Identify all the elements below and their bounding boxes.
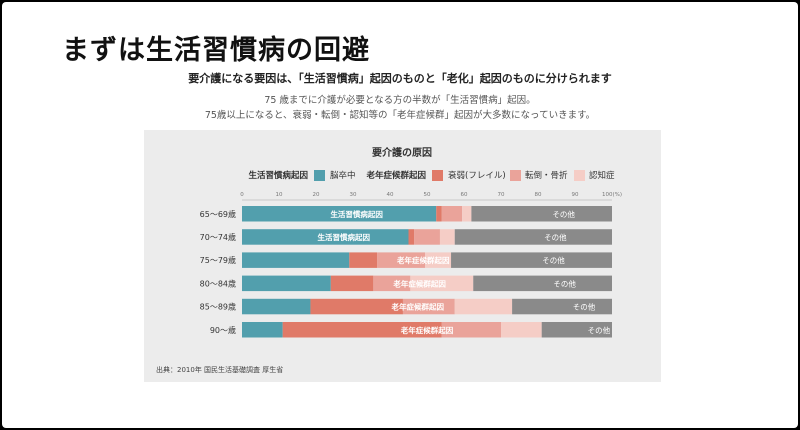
legend-label-stroke: 脳卒中 (330, 170, 356, 181)
note-line-1: 75 歳までに介護が必要となる方の半数が「生活習慣病」起因。 (264, 95, 536, 106)
bar-segment-frailty (330, 275, 374, 292)
x-tick-label: 10 (276, 192, 283, 198)
chart-panel: 要介護の原因 生活習慣病起因 脳卒中 老年症候群起因 衰弱(フレイル) 転倒・骨… (144, 130, 661, 382)
bar-segment-dementia (501, 322, 542, 338)
chart-source: 出典：2010年 国民生活基礎調査 厚生省 (156, 365, 283, 374)
category-label: 70～74歳 (200, 232, 236, 242)
x-tick-label: 70 (498, 192, 505, 198)
bar-segment-other (471, 206, 612, 222)
bar-other-label: その他 (573, 302, 596, 312)
bar-segment-other (454, 229, 612, 245)
bar-segment-fracture (414, 229, 440, 245)
bar-other-label: その他 (542, 255, 565, 265)
bar-other-label: その他 (588, 325, 611, 335)
bar-segment-stroke (242, 275, 331, 292)
x-tick-label: 40 (387, 192, 394, 198)
x-tick-label: 100(%) (602, 192, 622, 198)
bar-segment-fracture (373, 275, 411, 292)
x-tick-label: 50 (424, 192, 431, 198)
chart-svg: 要介護の原因 生活習慣病起因 脳卒中 老年症候群起因 衰弱(フレイル) 転倒・骨… (156, 146, 622, 374)
legend-label-frailty: 衰弱(フレイル) (448, 170, 506, 181)
bar-other-label: その他 (553, 278, 576, 288)
x-tick-label: 0 (240, 192, 244, 198)
legend-group-lifestyle: 生活習慣病起因 (248, 170, 308, 181)
bar-group-label: 生活習慣病起因 (330, 209, 383, 219)
legend-label-dementia: 認知症 (589, 170, 615, 181)
bar-group-label: 生活習慣病起因 (318, 232, 371, 242)
legend-swatch-frailty (432, 170, 443, 181)
legend-group-geriatric: 老年症候群起因 (365, 170, 426, 181)
legend-swatch-stroke (314, 170, 325, 181)
legend-label-fracture: 転倒・骨折 (525, 170, 568, 181)
x-tick-label: 20 (313, 192, 320, 198)
bar-segment-other (512, 298, 612, 315)
category-label: 80～84歳 (200, 278, 236, 288)
category-label: 65～69歳 (200, 209, 236, 219)
x-tick-label: 30 (350, 192, 357, 198)
bar-segment-stroke (242, 322, 283, 338)
x-tick-label: 80 (535, 192, 542, 198)
bar-segment-stroke (242, 252, 350, 268)
bar-group-label: 老年症候群起因 (391, 302, 445, 312)
bar-segment-dementia (425, 252, 452, 268)
bar-segment-frailty (310, 298, 403, 315)
bar-segment-dementia (462, 206, 472, 222)
bar-segment-fracture (441, 322, 501, 338)
note-line-2: 75歳以上になると、衰弱・転倒・認知等の「老年症候群」起因が大多数になっていきま… (204, 110, 596, 121)
bar-segment-frailty (282, 322, 442, 338)
bar-group-label: 老年症候群起因 (392, 278, 446, 288)
x-tick-label: 60 (461, 192, 468, 198)
bar-group-label: 老年症候群起因 (396, 255, 450, 265)
legend-swatch-fracture (510, 170, 521, 181)
bar-other-label: その他 (544, 232, 567, 242)
bar-segment-frailty (436, 206, 442, 222)
bar-segment-dementia (410, 275, 474, 292)
bar-segment-dementia (439, 229, 455, 245)
bar-segment-other (541, 322, 612, 338)
chart-title: 要介護の原因 (372, 146, 432, 159)
category-label: 85～89歳 (200, 302, 236, 312)
bar-segment-fracture (441, 206, 463, 222)
bar-group-label: 老年症候群起因 (400, 325, 454, 335)
bar-segment-other (451, 252, 612, 268)
page-title: まずは生活習慣病の回避 (62, 35, 370, 66)
category-label: 75～79歳 (200, 255, 236, 265)
bar-segment-other (473, 275, 612, 292)
x-tick-label: 90 (572, 192, 579, 198)
bar-segment-frailty (408, 229, 415, 245)
legend-swatch-dementia (574, 170, 585, 181)
bar-segment-fracture (377, 252, 426, 268)
category-label: 90～歳 (210, 325, 236, 335)
bar-segment-stroke (242, 229, 409, 245)
bar-segment-stroke (242, 206, 437, 222)
bar-segment-stroke (242, 298, 311, 315)
bar-segment-frailty (349, 252, 378, 268)
bar-segment-dementia (454, 298, 513, 315)
bar-segment-fracture (402, 298, 455, 315)
bar-other-label: その他 (552, 209, 575, 219)
subtitle: 要介護になる要因は、「生活習慣病」起因のものと「老化」起因のものに分けられます (188, 72, 612, 85)
